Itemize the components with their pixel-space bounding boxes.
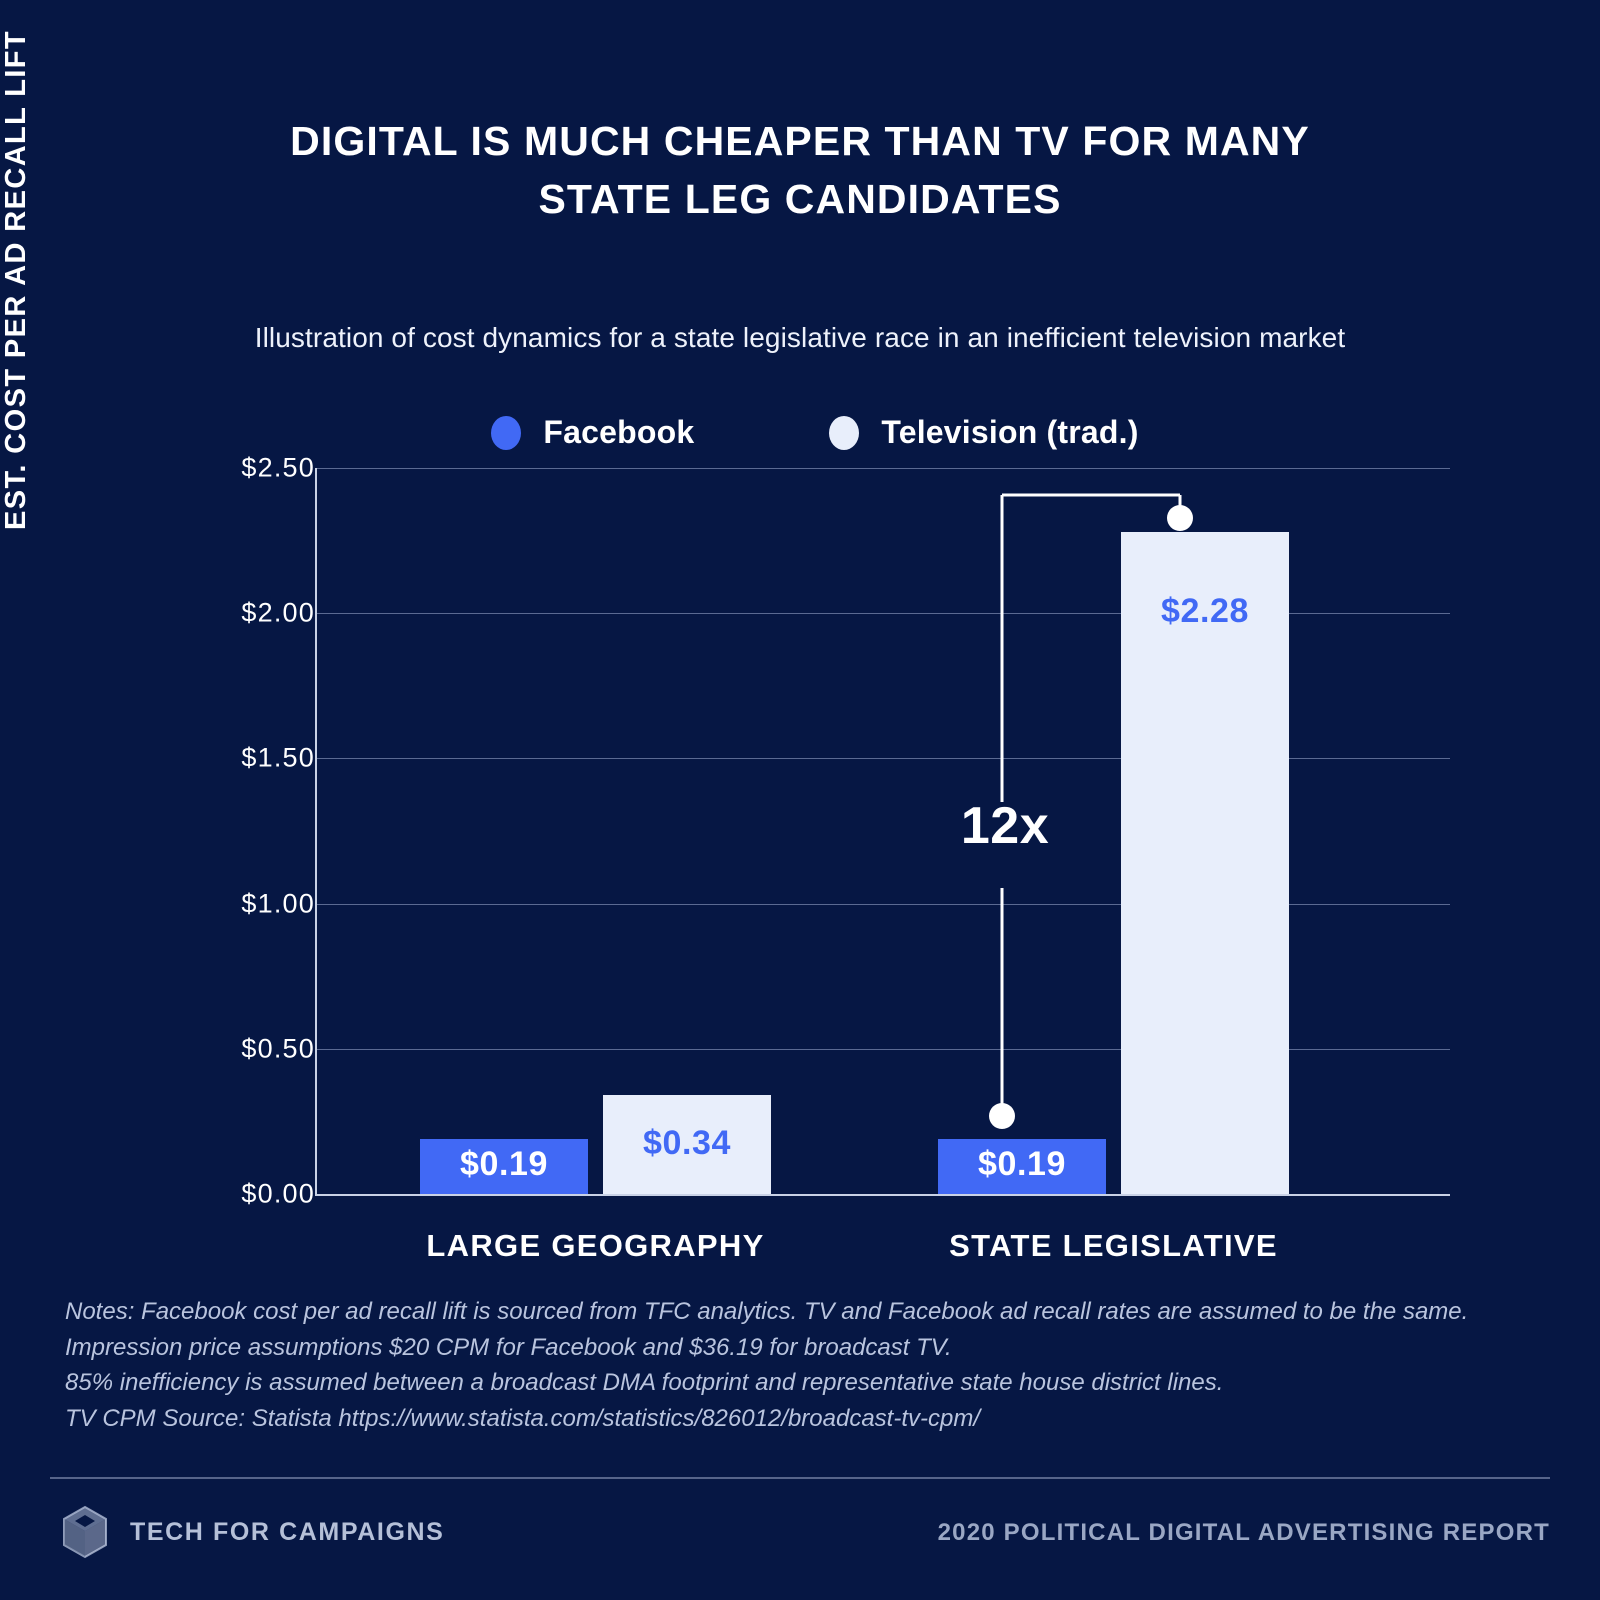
bar-facebook-large-geography[interactable]: $0.19: [420, 1138, 588, 1194]
x-axis-line: [315, 1194, 1450, 1196]
y-axis-tick-label: $1.00: [241, 888, 315, 919]
gridline: [315, 903, 1450, 905]
bar-value-label: $0.34: [642, 1123, 732, 1162]
y-axis-line: [315, 468, 317, 1195]
page-subtitle: Illustration of cost dynamics for a stat…: [254, 322, 1346, 353]
y-axis-tick-label: $0.00: [241, 1178, 315, 1209]
page-title-line-2: STATE LEG CANDIDATES: [538, 176, 1062, 222]
y-axis-tick-label: $0.50: [241, 1033, 315, 1064]
chart-notes: Notes: Facebook cost per ad recall lift …: [65, 1294, 1515, 1436]
footer-brand-label: TECH FOR CAMPAIGNS: [130, 1517, 445, 1546]
y-axis-tick-label: $2.50: [241, 452, 315, 483]
x-axis-tick-label: LARGE GEOGRAPHY: [426, 1228, 765, 1263]
page-title-line-1: DIGITAL IS MUCH CHEAPER THAN TV FOR MANY: [290, 118, 1310, 164]
footer-divider: [50, 1477, 1550, 1479]
gridline: [315, 613, 1450, 615]
annotation-multiplier-label: 12x: [960, 797, 1050, 855]
legend-label-facebook: Facebook: [543, 414, 695, 450]
footer-brand-group: TECH FOR CAMPAIGNS: [62, 1505, 444, 1559]
gridline: [315, 1048, 1450, 1050]
plot-area: $0.19 $0.34 $0.19 $2.28: [315, 468, 1450, 1194]
chart-legend: Facebook Television (trad.): [0, 414, 1600, 451]
note-line-2: Impression price assumptions $20 CPM for…: [65, 1333, 952, 1361]
bar-television-trad-state-legislative[interactable]: $2.28: [1121, 531, 1289, 1194]
note-line-3: 85% inefficiency is assumed between a br…: [65, 1369, 1224, 1396]
isometric-cube-logo-icon: [63, 1505, 107, 1559]
circle-marker-icon: [491, 415, 522, 450]
page-title: DIGITAL IS MUCH CHEAPER THAN TV FOR MANY…: [0, 112, 1600, 228]
gridline: [315, 468, 1450, 469]
legend-item-television[interactable]: Television (trad.): [829, 414, 1138, 451]
bar-value-label: $2.28: [1160, 591, 1250, 630]
legend-item-facebook[interactable]: Facebook: [491, 414, 694, 451]
y-axis-title: EST. COST PER AD RECALL LIFT: [0, 30, 32, 530]
bar-value-label: $0.19: [459, 1145, 549, 1184]
bar-facebook-state-legislative[interactable]: $0.19: [938, 1138, 1106, 1194]
note-line-4: TV CPM Source: Statista https://www.stat…: [65, 1404, 980, 1432]
circle-marker-icon: [829, 415, 860, 450]
bar-value-label: $0.19: [977, 1145, 1067, 1184]
y-axis-tick-label: $2.00: [241, 597, 315, 628]
gridline: [315, 758, 1450, 760]
note-line-1: Notes: Facebook cost per ad recall lift …: [65, 1298, 1469, 1325]
bar-television-trad-large-geography[interactable]: $0.34: [603, 1095, 771, 1194]
legend-label-television: Television (trad.): [881, 414, 1139, 450]
y-axis-tick-label: $1.50: [241, 742, 315, 773]
x-axis-tick-label: STATE LEGISLATIVE: [949, 1228, 1278, 1263]
footer-report-label: 2020 POLITICAL DIGITAL ADVERTISING REPOR…: [937, 1519, 1550, 1546]
